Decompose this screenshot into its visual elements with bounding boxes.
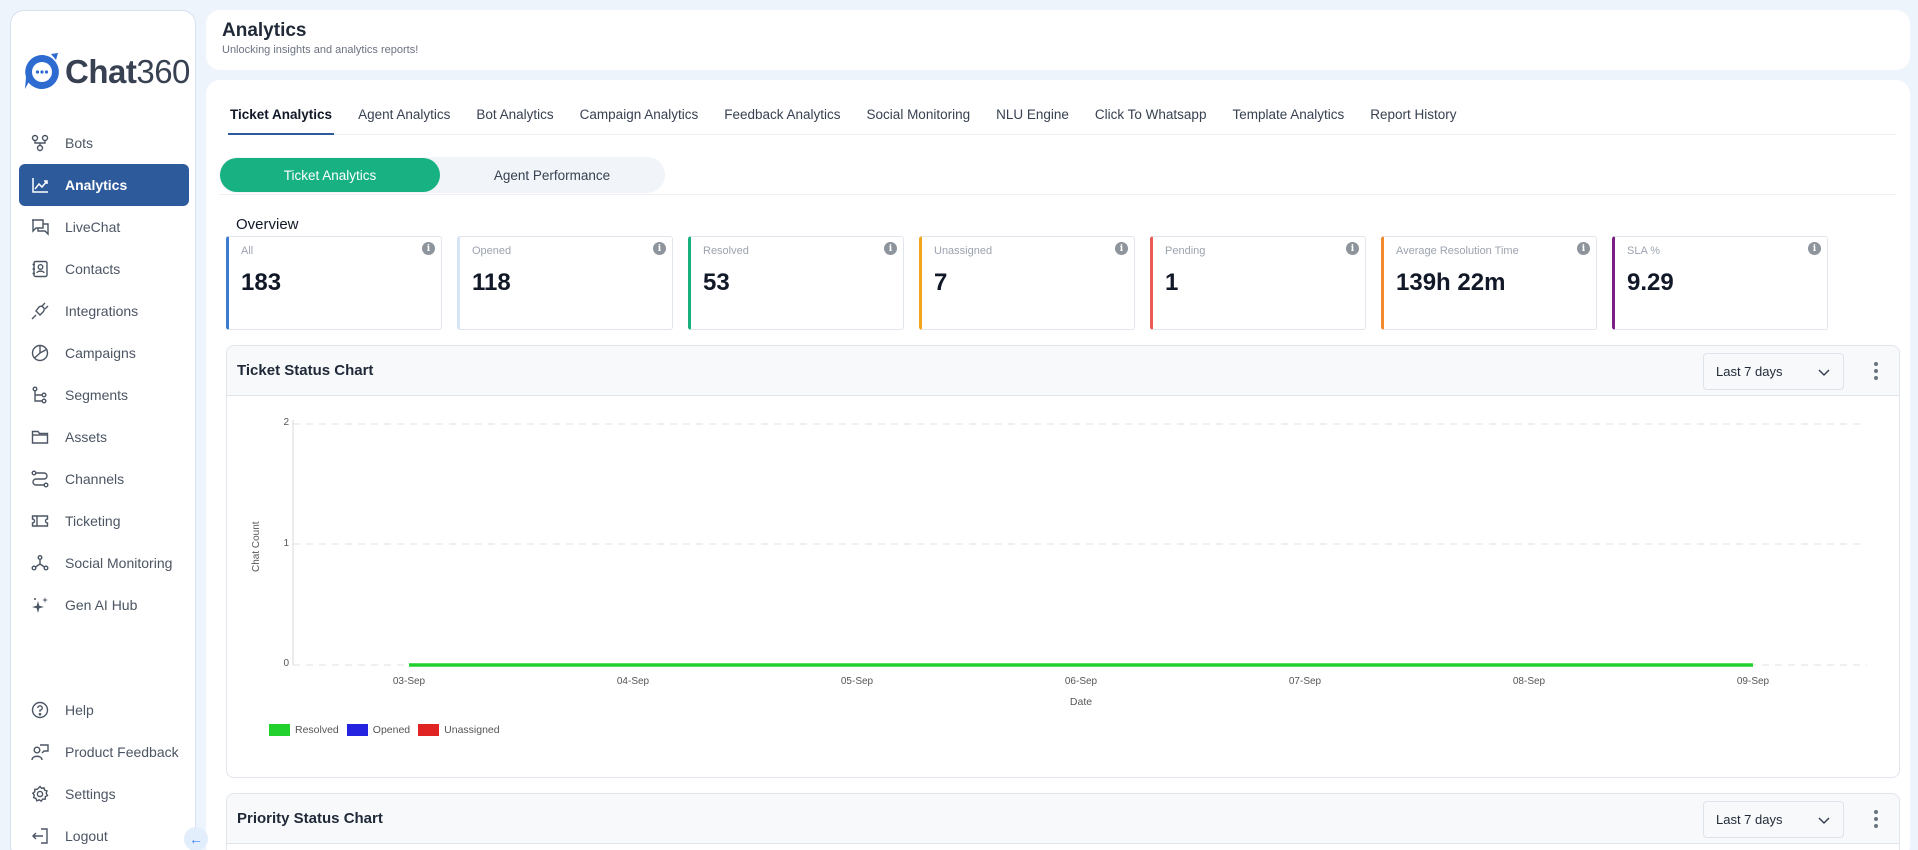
sidebar-item-logout[interactable]: Logout bbox=[19, 815, 189, 850]
view-toggle: Ticket Analytics Agent Performance bbox=[219, 157, 665, 193]
plug-icon bbox=[29, 300, 51, 322]
sidebar-item-product-feedback[interactable]: Product Feedback bbox=[19, 731, 189, 773]
tab-click-to-whatsapp[interactable]: Click To Whatsapp bbox=[1094, 107, 1207, 122]
info-icon[interactable]: i bbox=[1808, 242, 1821, 255]
analytics-tabs: Ticket Analytics Agent Analytics Bot Ana… bbox=[228, 80, 1896, 135]
sidebar-item-integrations[interactable]: Integrations bbox=[19, 290, 189, 332]
tab-nlu-engine[interactable]: NLU Engine bbox=[996, 107, 1069, 122]
brand-name: Chat360 bbox=[65, 53, 190, 90]
tab-ticket-analytics[interactable]: Ticket Analytics bbox=[228, 107, 335, 135]
sidebar-item-ticketing[interactable]: Ticketing bbox=[19, 500, 189, 542]
divider bbox=[219, 194, 1896, 195]
line-chart: 2 1 0 Chat Count 03-Sep 04-Sep 05-Sep 06… bbox=[227, 396, 1899, 777]
kpi-card-opened: Opened i 118 bbox=[457, 236, 673, 330]
chart-title: Ticket Status Chart bbox=[237, 362, 374, 379]
tab-report-history[interactable]: Report History bbox=[1370, 107, 1457, 122]
chart-legend: Resolved Opened Unassigned bbox=[269, 724, 508, 736]
info-icon[interactable]: i bbox=[653, 242, 666, 255]
legend-item-resolved[interactable]: Resolved bbox=[269, 724, 339, 736]
folder-icon bbox=[29, 426, 51, 448]
page-subtitle: Unlocking insights and analytics reports… bbox=[222, 44, 419, 56]
sidebar-item-settings[interactable]: Settings bbox=[19, 773, 189, 815]
toggle-ticket-analytics[interactable]: Ticket Analytics bbox=[220, 158, 440, 192]
brand-logo[interactable]: Chat360 bbox=[21, 47, 190, 97]
sidebar-item-assets[interactable]: Assets bbox=[19, 416, 189, 458]
tab-agent-analytics[interactable]: Agent Analytics bbox=[358, 107, 451, 122]
sidebar-item-channels[interactable]: Channels bbox=[19, 458, 189, 500]
collapse-sidebar-button[interactable]: ← bbox=[184, 827, 208, 850]
main-content: Ticket Analytics Agent Analytics Bot Ana… bbox=[206, 80, 1910, 850]
info-icon[interactable]: i bbox=[1346, 242, 1359, 255]
legend-item-opened[interactable]: Opened bbox=[346, 724, 410, 736]
chart-title: Priority Status Chart bbox=[237, 810, 383, 827]
livechat-icon bbox=[29, 216, 51, 238]
tab-campaign-analytics[interactable]: Campaign Analytics bbox=[579, 107, 699, 122]
segments-icon bbox=[29, 384, 51, 406]
analytics-icon bbox=[29, 174, 51, 196]
chevron-down-icon bbox=[1818, 369, 1830, 377]
ticket-status-chart-card: Ticket Status Chart Last 7 days 2 1 0 Ch… bbox=[226, 345, 1900, 778]
chart-plot bbox=[292, 420, 1867, 667]
kpi-card-resolved: Resolved i 53 bbox=[688, 236, 904, 330]
sidebar-item-bots[interactable]: Bots bbox=[19, 122, 189, 164]
tab-feedback-analytics[interactable]: Feedback Analytics bbox=[724, 107, 841, 122]
priority-status-chart-card: Priority Status Chart Last 7 days bbox=[226, 793, 1900, 850]
more-options-icon[interactable] bbox=[1873, 362, 1879, 380]
kpi-card-avg-resolution-time: Average Resolution Time i 139h 22m bbox=[1381, 236, 1597, 330]
kpi-card-all: All i 183 bbox=[226, 236, 442, 330]
sidebar-item-contacts[interactable]: Contacts bbox=[19, 248, 189, 290]
page-header: Analytics Unlocking insights and analyti… bbox=[206, 10, 1910, 70]
sparkles-icon bbox=[29, 594, 51, 616]
chat-bubble-logo-icon bbox=[25, 53, 59, 89]
sidebar-item-livechat[interactable]: LiveChat bbox=[19, 206, 189, 248]
chart-header: Priority Status Chart Last 7 days bbox=[227, 794, 1899, 844]
date-range-select[interactable]: Last 7 days bbox=[1703, 353, 1844, 390]
page-title: Analytics bbox=[222, 20, 307, 41]
kpi-card-sla: SLA % i 9.29 bbox=[1612, 236, 1828, 330]
info-icon[interactable]: i bbox=[422, 242, 435, 255]
feedback-icon bbox=[29, 741, 51, 763]
tab-template-analytics[interactable]: Template Analytics bbox=[1232, 107, 1345, 122]
more-options-icon[interactable] bbox=[1873, 810, 1879, 828]
x-axis-title: Date bbox=[1069, 696, 1093, 708]
date-range-select[interactable]: Last 7 days bbox=[1703, 801, 1844, 838]
sidebar-item-gen-ai-hub[interactable]: Gen AI Hub bbox=[19, 584, 189, 626]
chevron-down-icon bbox=[1818, 817, 1830, 825]
kpi-card-pending: Pending i 1 bbox=[1150, 236, 1366, 330]
kpi-card-unassigned: Unassigned i 7 bbox=[919, 236, 1135, 330]
sidebar-bottom-nav: Help Product Feedback Settings Logout bbox=[19, 689, 189, 850]
toggle-agent-performance[interactable]: Agent Performance bbox=[493, 167, 611, 183]
sidebar-item-help[interactable]: Help bbox=[19, 689, 189, 731]
info-icon[interactable]: i bbox=[1577, 242, 1590, 255]
sidebar-item-social-monitoring[interactable]: Social Monitoring bbox=[19, 542, 189, 584]
sidebar-item-segments[interactable]: Segments bbox=[19, 374, 189, 416]
info-icon[interactable]: i bbox=[884, 242, 897, 255]
help-icon bbox=[29, 699, 51, 721]
overview-title: Overview bbox=[236, 216, 299, 233]
sidebar-nav: Bots Analytics LiveChat Contacts Integra… bbox=[19, 122, 189, 626]
kpi-cards: All i 183 Opened i 118 Resolved i 53 Una… bbox=[226, 236, 1843, 330]
bots-icon bbox=[29, 132, 51, 154]
sidebar-item-analytics[interactable]: Analytics bbox=[19, 164, 189, 206]
sidebar-item-campaigns[interactable]: Campaigns bbox=[19, 332, 189, 374]
arrow-left-icon: ← bbox=[189, 831, 203, 847]
gear-icon bbox=[29, 783, 51, 805]
sidebar: Chat360 Bots Analytics LiveChat Contacts… bbox=[10, 10, 196, 850]
pie-chart-icon bbox=[29, 342, 51, 364]
contacts-icon bbox=[29, 258, 51, 280]
chart-header: Ticket Status Chart Last 7 days bbox=[227, 346, 1899, 396]
network-icon bbox=[29, 552, 51, 574]
tab-bot-analytics[interactable]: Bot Analytics bbox=[476, 107, 554, 122]
y-axis-title: Chat Count bbox=[251, 521, 262, 572]
tab-social-monitoring[interactable]: Social Monitoring bbox=[866, 107, 971, 122]
legend-item-unassigned[interactable]: Unassigned bbox=[418, 724, 500, 736]
info-icon[interactable]: i bbox=[1115, 242, 1128, 255]
channels-icon bbox=[29, 468, 51, 490]
logout-icon bbox=[29, 825, 51, 847]
ticket-icon bbox=[29, 510, 51, 532]
